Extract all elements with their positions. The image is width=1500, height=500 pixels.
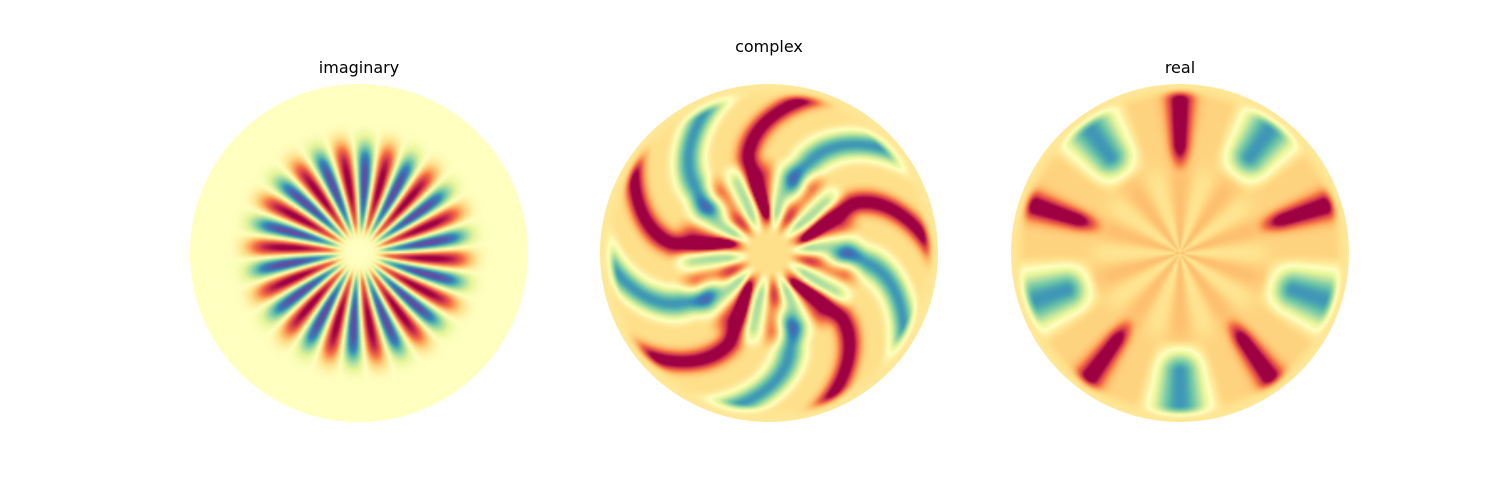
panel-complex: complex [600, 37, 938, 422]
heatmap-image-real [1011, 84, 1349, 422]
panel-title-real: real [1165, 58, 1195, 77]
panel-real: real [1011, 58, 1349, 422]
heatmap-image-complex [600, 84, 938, 422]
panel-title-complex: complex [735, 37, 803, 56]
heatmap-disk-imaginary [190, 84, 528, 422]
heatmap-image-imaginary [190, 84, 528, 422]
panel-imaginary: imaginary [190, 58, 528, 422]
heatmap-disk-real [1011, 84, 1349, 422]
panel-title-imaginary: imaginary [319, 58, 399, 77]
heatmap-disk-complex [600, 84, 938, 422]
